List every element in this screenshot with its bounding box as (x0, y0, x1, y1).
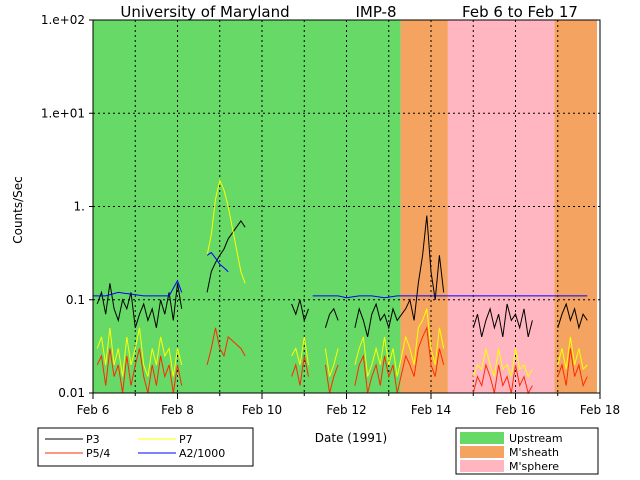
y-tick-label-3: 1.e+01 (41, 106, 85, 120)
y-tick-label-1: 0.1 (66, 293, 85, 307)
series-p3-segment-4 (354, 215, 445, 338)
series-p54-segment-1 (206, 327, 246, 366)
legend-label-3: A2/1000 (179, 447, 225, 460)
series-p54-segment-6 (557, 348, 588, 388)
x-tick-label-4: Feb 14 (411, 403, 451, 417)
series-legend: P3 P7 P5/4 A2/1000 (45, 433, 225, 460)
series-p3-segment-0 (96, 283, 183, 328)
x-tick-label-1: Feb 8 (161, 403, 194, 417)
region-band-2 (447, 20, 555, 393)
series-p7-segment-2 (291, 336, 309, 366)
series-p3-segment-6 (557, 302, 588, 330)
grid-lines (93, 20, 600, 393)
series-p7-segment-1 (206, 178, 246, 284)
region-legend-swatch-0 (460, 432, 504, 444)
series-p7-segment-0 (96, 327, 183, 377)
legend-label-1: P7 (179, 433, 193, 446)
series-p7-segment-5 (472, 348, 533, 378)
axis-ticks: 0.01 0.1 1. 1.e+01 1.e+02 Feb 6 Feb 8 Feb 10 Feb… (41, 13, 620, 417)
region-legend-swatch-2 (460, 460, 504, 472)
region-band-3 (554, 20, 598, 393)
region-legend-box (455, 427, 599, 475)
x-tick-label-6: Feb 18 (580, 403, 620, 417)
series-p3-segment-1 (206, 220, 246, 293)
series-p54-segment-3 (324, 364, 339, 394)
series-p7-segment-3 (324, 348, 339, 377)
title-right: Feb 6 to Feb 17 (462, 3, 578, 21)
series-p3-segment-5 (472, 303, 533, 338)
y-axis-label: Counts/Sec (11, 176, 25, 244)
series-a21000-segment-1 (206, 251, 229, 273)
region-legend-label-2: M'sphere (509, 460, 559, 473)
x-tick-label-5: Feb 16 (495, 403, 535, 417)
x-axis-label: Date (1991) (315, 431, 387, 445)
series-p7-segment-6 (557, 336, 588, 371)
x-tick-label-2: Feb 10 (242, 403, 282, 417)
series-p3-segment-3 (324, 307, 339, 328)
y-tick-label-0: 0.01 (58, 386, 85, 400)
region-legend-label-0: Upstream (509, 432, 563, 445)
series-a21000-segment-0 (93, 279, 183, 297)
legend-label-0: P3 (86, 433, 100, 446)
series-a21000-segment-2 (312, 295, 588, 299)
legend-label-2: P5/4 (86, 447, 110, 460)
region-legend-swatch-1 (460, 446, 504, 458)
x-tick-label-3: Feb 12 (326, 403, 366, 417)
region-legend-label-1: M'sheath (509, 446, 559, 459)
series-p54-segment-2 (291, 355, 309, 386)
series-p54-segment-5 (472, 363, 533, 395)
title-left: University of Maryland (120, 3, 289, 21)
title-center: IMP-8 (355, 3, 396, 21)
series-lines (93, 178, 588, 395)
x-tick-label-0: Feb 6 (77, 403, 110, 417)
series-p3-segment-2 (291, 299, 309, 323)
series-p54-segment-0 (96, 348, 183, 394)
series-legend-box (37, 427, 254, 467)
y-tick-label-2: 1. (74, 200, 85, 214)
series-p7-segment-4 (354, 308, 445, 377)
y-tick-label-4: 1.e+02 (41, 13, 85, 27)
